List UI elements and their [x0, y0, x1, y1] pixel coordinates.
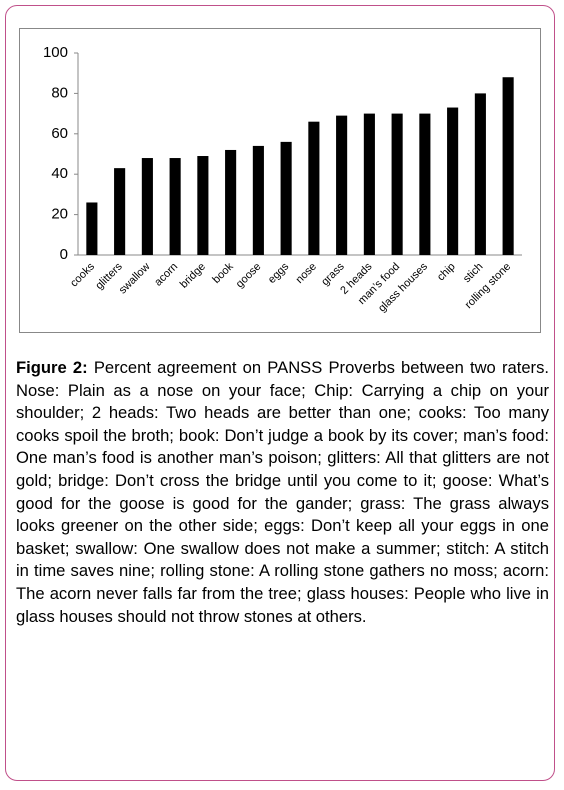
bar — [197, 156, 209, 255]
caption-label: Figure 2: — [16, 358, 88, 377]
x-tick-label: eggs — [266, 260, 292, 286]
bar — [169, 158, 181, 255]
bar — [419, 113, 431, 255]
x-tick-label: glass houses — [376, 260, 430, 314]
y-tick-label: 80 — [51, 84, 68, 101]
y-tick-label: 40 — [51, 165, 68, 182]
bar — [114, 168, 126, 255]
figure-caption: Figure 2: Percent agreement on PANSS Pro… — [16, 357, 549, 628]
x-tick-label: chip — [435, 261, 458, 284]
x-tick-label: nose — [294, 261, 319, 286]
bar — [141, 158, 153, 255]
x-tick-label: goose — [234, 261, 264, 291]
y-tick-label: 100 — [43, 44, 68, 61]
bar — [447, 107, 459, 255]
bar — [474, 93, 486, 256]
chart-frame — [19, 28, 541, 333]
bar — [280, 141, 292, 255]
bar — [336, 115, 348, 256]
bar — [363, 113, 375, 255]
x-tick-label: bridge — [178, 261, 208, 291]
y-tick-label: 0 — [60, 246, 68, 263]
x-tick-label: acorn — [152, 261, 180, 289]
bar — [86, 202, 98, 255]
bar — [225, 149, 237, 255]
x-tick-label: book — [210, 260, 236, 286]
x-tick-label: cooks — [68, 260, 97, 289]
bar — [391, 113, 403, 255]
caption-text: Percent agreement on PANSS Proverbs betw… — [16, 358, 549, 626]
x-tick-label: swallow — [117, 261, 153, 297]
figure-frame — [5, 5, 555, 781]
y-tick-label: 20 — [51, 206, 68, 223]
y-tick-label: 60 — [51, 125, 68, 142]
bar — [252, 145, 264, 255]
x-tick-label: stich — [461, 261, 485, 285]
bar — [308, 121, 320, 256]
bar — [502, 77, 514, 256]
